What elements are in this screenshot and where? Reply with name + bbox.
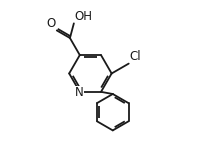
Text: Cl: Cl	[130, 50, 141, 63]
Text: O: O	[47, 17, 56, 30]
Text: OH: OH	[74, 10, 92, 23]
Text: N: N	[75, 86, 83, 99]
